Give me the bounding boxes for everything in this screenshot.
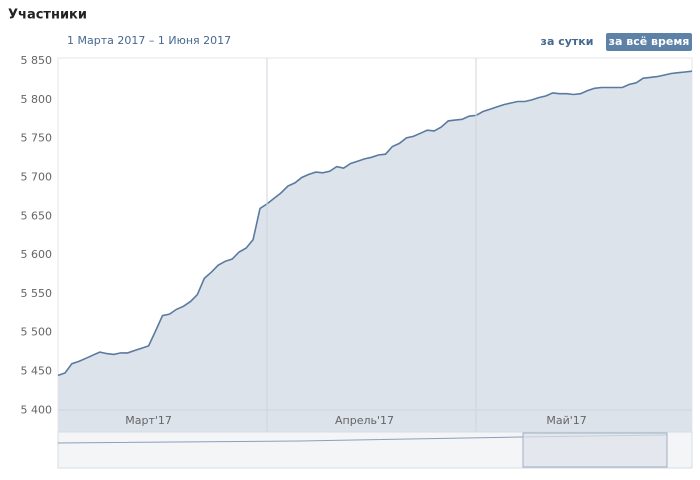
y-tick-label: 5 850 — [21, 54, 53, 67]
y-tick-label: 5 500 — [21, 326, 53, 339]
y-tick-label: 5 750 — [21, 132, 53, 145]
day-button[interactable]: за сутки — [541, 35, 594, 48]
navigator-window[interactable] — [522, 432, 668, 468]
title: Участники — [8, 8, 87, 23]
y-tick-label: 5 700 — [21, 170, 53, 183]
line — [57, 70, 693, 377]
x-tick-label: Май'17 — [546, 414, 586, 427]
y-tick-label: 5 650 — [21, 209, 53, 222]
all-time-button[interactable] — [606, 33, 692, 51]
all-time-label[interactable]: за всё время — [609, 35, 690, 48]
y-tick-label: 5 450 — [21, 364, 53, 377]
period: 1 Марта 2017 – 1 Июня 2017 — [67, 34, 231, 47]
x-tick-label: Март'17 — [125, 414, 172, 427]
y-tick-label: 5 800 — [21, 93, 53, 106]
area — [58, 71, 692, 432]
y-tick-label: 5 550 — [21, 287, 53, 300]
x-tick-label: Апрель'17 — [335, 414, 394, 427]
y-tick-label: 5 400 — [21, 403, 53, 416]
y-tick-label: 5 600 — [21, 248, 53, 261]
